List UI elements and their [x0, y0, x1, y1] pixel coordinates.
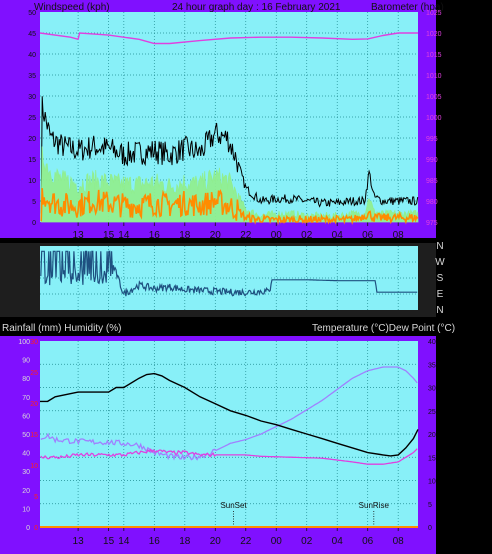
rainfall-humidity-axis-title: Rainfall (mm) Humidity (%) — [2, 323, 121, 334]
compass-label: N — [436, 305, 443, 316]
baro-tick-label: 985 — [426, 178, 438, 185]
baro-tick-label: 1005 — [426, 94, 442, 101]
compass-label: N — [436, 241, 443, 252]
wind-x-tick-label: 08 — [393, 230, 405, 241]
temp-x-tick-label: 20 — [210, 536, 222, 547]
temp-tick-label: 0 — [428, 525, 432, 532]
humidity-tick-label: 100 — [18, 339, 30, 346]
humidity-tick-label: 0 — [26, 525, 30, 532]
wind-tick-label: 15 — [28, 157, 36, 164]
baro-tick-label: 980 — [426, 199, 438, 206]
baro-tick-label: 1025 — [426, 10, 442, 17]
temp-tick-label: 10 — [428, 479, 436, 486]
temp-x-tick-label: 22 — [240, 536, 252, 547]
temp-x-tick-label: 14 — [118, 536, 130, 547]
wind-average-area — [40, 146, 419, 223]
temp-x-tick-label: 15 — [103, 536, 115, 547]
baro-tick-label: 1020 — [426, 31, 442, 38]
temp-tick-label: 35 — [428, 362, 436, 369]
baro-tick-label: 1015 — [426, 52, 442, 59]
temp-x-tick-label: 06 — [362, 536, 374, 547]
baro-tick-label: 990 — [426, 157, 438, 164]
wind-x-tick-label: 04 — [332, 230, 344, 241]
wind-x-tick-label: 00 — [271, 230, 283, 241]
wind-x-tick-label: 16 — [149, 230, 161, 241]
baro-tick-label: 995 — [426, 136, 438, 143]
chart-title: 24 hour graph day : 16 February 2021 — [172, 2, 341, 13]
wind-x-tick-label: 18 — [179, 230, 191, 241]
wind-tick-label: 10 — [28, 178, 36, 185]
wind-direction-line — [40, 250, 418, 297]
rain-tick-label: 0 — [34, 525, 38, 532]
wind-x-tick-label: 14 — [118, 230, 130, 241]
temp-tick-label: 20 — [428, 432, 436, 439]
rain-tick-label: 25 — [30, 370, 38, 377]
temperature-line — [40, 372, 419, 457]
temp-x-tick-label: 04 — [332, 536, 344, 547]
wind-tick-label: 30 — [28, 94, 36, 101]
barometer-line — [39, 32, 418, 45]
wind-x-tick-label: 02 — [301, 230, 313, 241]
compass-label: E — [437, 289, 444, 300]
compass-label: S — [437, 273, 444, 284]
rain-tick-label: 20 — [30, 401, 38, 408]
temp-x-tick-label: 13 — [73, 536, 85, 547]
temp-tick-label: 5 — [428, 502, 432, 509]
wind-low-line — [40, 188, 419, 226]
sun-marker-label: SunRise — [359, 501, 390, 510]
wind-tick-label: 20 — [28, 136, 36, 143]
humidity-tick-label: 60 — [22, 413, 30, 420]
humidity-line — [40, 366, 418, 461]
rain-tick-label: 10 — [30, 463, 38, 470]
axis-labels: 0510152025303540455097598098599099510001… — [18, 10, 445, 547]
temp-tick-label: 40 — [428, 339, 436, 346]
temp-x-tick-label: 16 — [149, 536, 161, 547]
baro-tick-label: 1000 — [426, 115, 442, 122]
humidity-tick-label: 90 — [22, 358, 30, 365]
temp-x-tick-label: 08 — [393, 536, 405, 547]
temp-x-tick-label: 18 — [179, 536, 191, 547]
wind-tick-label: 45 — [28, 31, 36, 38]
temp-tick-label: 15 — [428, 455, 436, 462]
humidity-tick-label: 80 — [22, 376, 30, 383]
wind-tick-label: 40 — [28, 52, 36, 59]
wind-gust-line — [40, 96, 419, 214]
wind-tick-label: 5 — [32, 199, 36, 206]
wind-x-tick-label: 13 — [73, 230, 85, 241]
wind-x-tick-label: 06 — [362, 230, 374, 241]
baro-tick-label: 975 — [426, 220, 438, 227]
humidity-tick-label: 40 — [22, 451, 30, 458]
series-lines: SunSet SunRise — [39, 32, 419, 528]
temp-x-tick-label: 00 — [271, 536, 283, 547]
temp-tick-label: 30 — [428, 386, 436, 393]
humidity-tick-label: 10 — [22, 506, 30, 513]
wind-x-tick-label: 15 — [103, 230, 115, 241]
humidity-tick-label: 50 — [22, 432, 30, 439]
wind-tick-label: 50 — [28, 10, 36, 17]
temp-x-tick-label: 02 — [301, 536, 313, 547]
wind-x-tick-label: 22 — [240, 230, 252, 241]
barometer-axis-title: Barometer (hpa) — [371, 2, 444, 13]
windspeed-axis-title: Windspeed (kph) — [34, 2, 110, 13]
temperature-dewpoint-axis-title: Temperature (°C)Dew Point (°C) — [312, 323, 455, 334]
humidity-tick-label: 70 — [22, 395, 30, 402]
sun-marker-label: SunSet — [220, 501, 247, 510]
rain-tick-label: 5 — [34, 494, 38, 501]
humidity-tick-label: 30 — [22, 469, 30, 476]
wind-tick-label: 25 — [28, 115, 36, 122]
compass-label: W — [435, 257, 445, 268]
wind-tick-label: 35 — [28, 73, 36, 80]
wind-x-tick-label: 20 — [210, 230, 222, 241]
dew-point-line — [40, 448, 418, 465]
temp-tick-label: 25 — [428, 409, 436, 416]
humidity-tick-label: 20 — [22, 488, 30, 495]
wind-tick-label: 0 — [32, 220, 36, 227]
baro-tick-label: 1010 — [426, 73, 442, 80]
rain-tick-label: 30 — [30, 339, 38, 346]
rain-tick-label: 15 — [30, 432, 38, 439]
